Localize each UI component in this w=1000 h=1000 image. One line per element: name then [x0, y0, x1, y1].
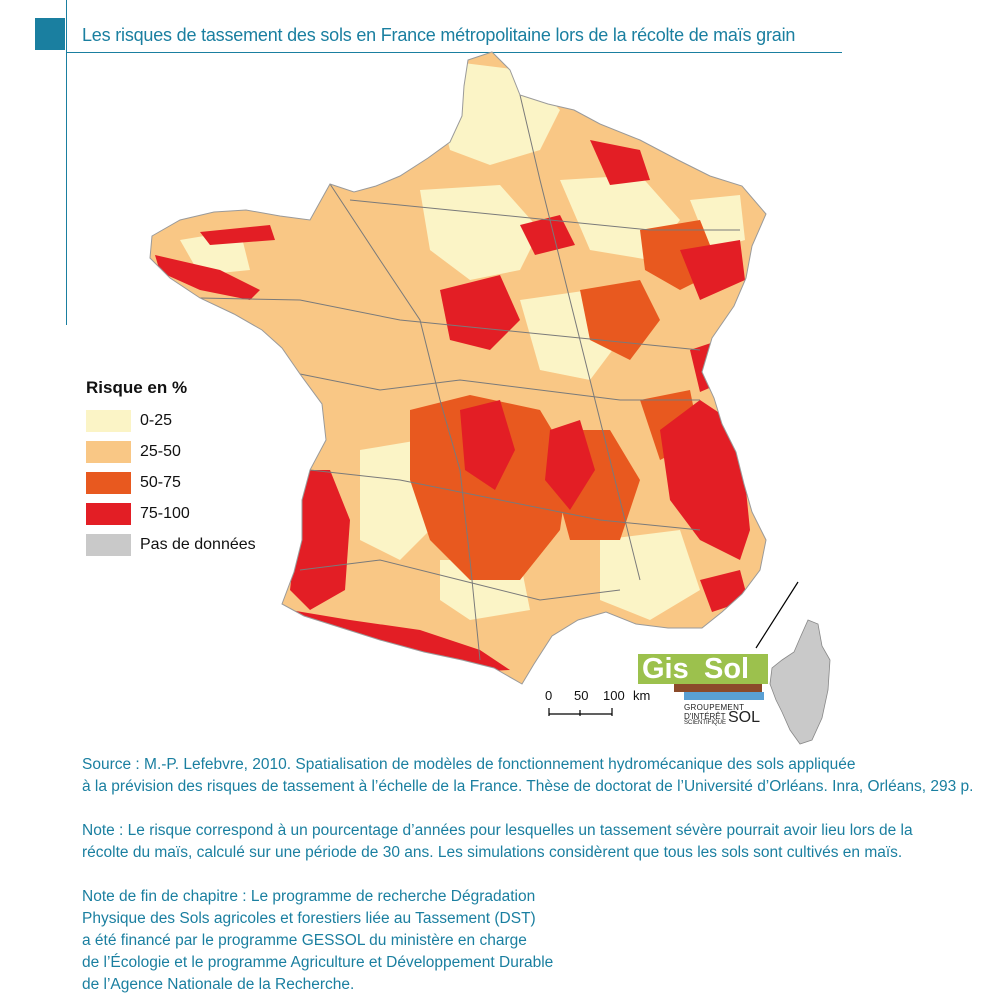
- source-line: Source : M.-P. Lefebvre, 2010. Spatialis…: [82, 756, 856, 773]
- region-boundary-line: [519, 94, 641, 581]
- note-text: Note : Le risque correspond à un pourcen…: [82, 820, 913, 864]
- risk-zone-high-brittany-north: [200, 225, 275, 245]
- scale-label-0: 0: [545, 688, 553, 703]
- legend-label: 0-25: [140, 411, 173, 429]
- risk-zone-low-paris: [420, 185, 540, 280]
- legend-label: 75-100: [140, 504, 190, 522]
- risk-zone-high-sologne: [440, 275, 520, 350]
- legend-swatch: [86, 440, 131, 463]
- legend-item: 50-75: [86, 467, 256, 498]
- chapter-note-line: de l’Écologie et le programme Agricultur…: [82, 954, 554, 971]
- region-boundary-line: [309, 469, 701, 531]
- chapter-note-line: de l’Agence Nationale de la Recherche.: [82, 976, 355, 993]
- legend-title: Risque en %: [86, 378, 188, 397]
- header-horizontal-rule: [66, 52, 842, 53]
- logo-interet: D'INTÉRÊT: [684, 712, 726, 721]
- risk-zone-mid-central: [410, 395, 570, 580]
- logo-sol-small: SOL: [728, 709, 761, 726]
- scale-unit: km: [633, 688, 651, 703]
- legend-swatch: [86, 471, 131, 494]
- chapter-note-line: Note de fin de chapitre : Le programme d…: [82, 888, 536, 905]
- risk-zone-high-landes: [290, 470, 350, 610]
- legend-item: 25-50: [86, 436, 256, 467]
- chapter-note-line: a été financé par le programme GESSOL du…: [82, 932, 527, 949]
- legend-label: 50-75: [140, 473, 181, 491]
- logo-brown-band: [674, 684, 762, 692]
- risk-zone-high-pyrenees: [290, 610, 510, 672]
- legend-swatch: [86, 409, 131, 432]
- logo-groupement: GROUPEMENT: [684, 703, 745, 712]
- gissol-logo: Gis Sol GROUPEMENT D'INTÉRÊT SCIENTIFIQU…: [638, 651, 768, 729]
- region-boundary-line: [329, 183, 481, 661]
- region-boundary-line: [299, 559, 621, 601]
- page-title: Les risques de tassement des sols en Fra…: [82, 25, 796, 45]
- scale-bar: [548, 708, 613, 716]
- risk-zone-low-alsace: [690, 195, 745, 250]
- risk-zone-high-alps: [660, 400, 750, 560]
- logo-sol-text: Sol: [698, 654, 768, 684]
- note-line: Note : Le risque correspond à un pourcen…: [82, 822, 913, 839]
- risk-zone-high-brittany-west: [155, 255, 260, 300]
- note-line: récolte du maïs, calculé sur une période…: [82, 844, 903, 861]
- region-boundary-line: [349, 199, 740, 231]
- legend-swatch: [86, 533, 131, 556]
- france-outline: [149, 51, 767, 685]
- logo-blue-band: [684, 692, 764, 700]
- legend-item: Pas de données: [86, 529, 256, 560]
- risk-zone-high-cevennes: [545, 420, 595, 510]
- logo-scientifique: SCIENTIFIQUE: [684, 720, 727, 726]
- scale-label-50: 50: [574, 688, 589, 703]
- legend-label: Pas de données: [140, 535, 256, 553]
- risk-zone-high-massif: [460, 400, 515, 490]
- corsica-island: [769, 619, 831, 745]
- legend-label: 25-50: [140, 442, 181, 460]
- legend-item: 75-100: [86, 498, 256, 529]
- risk-zone-low-provence: [600, 530, 700, 620]
- risk-zone-high-champagne: [520, 215, 575, 255]
- risk-zone-high-ardennes: [590, 140, 650, 185]
- region-boundary-line: [199, 297, 701, 351]
- legend-swatch: [86, 502, 131, 525]
- region-boundaries: [199, 94, 740, 661]
- header-vertical-rule: [66, 0, 67, 325]
- logo-gis-text: Gis: [638, 654, 698, 684]
- chapter-note-line: Physique des Sols agricoles et forestier…: [82, 910, 536, 927]
- source-text: Source : M.-P. Lefebvre, 2010. Spatialis…: [82, 754, 973, 798]
- title-marker: [35, 18, 65, 50]
- risk-zone-high-vosges: [680, 240, 745, 300]
- region-boundary-line: [299, 373, 700, 401]
- map-legend: Risque en % 0-25 25-50 50-75 75-100 Pas …: [86, 378, 256, 560]
- chapter-note-text: Note de fin de chapitre : Le programme d…: [82, 886, 553, 996]
- source-line: à la prévision des risques de tassement …: [82, 778, 974, 795]
- scale-label-100: 100: [603, 688, 625, 703]
- legend-item: 0-25: [86, 405, 256, 436]
- corsica-inset-pointer: [755, 581, 799, 649]
